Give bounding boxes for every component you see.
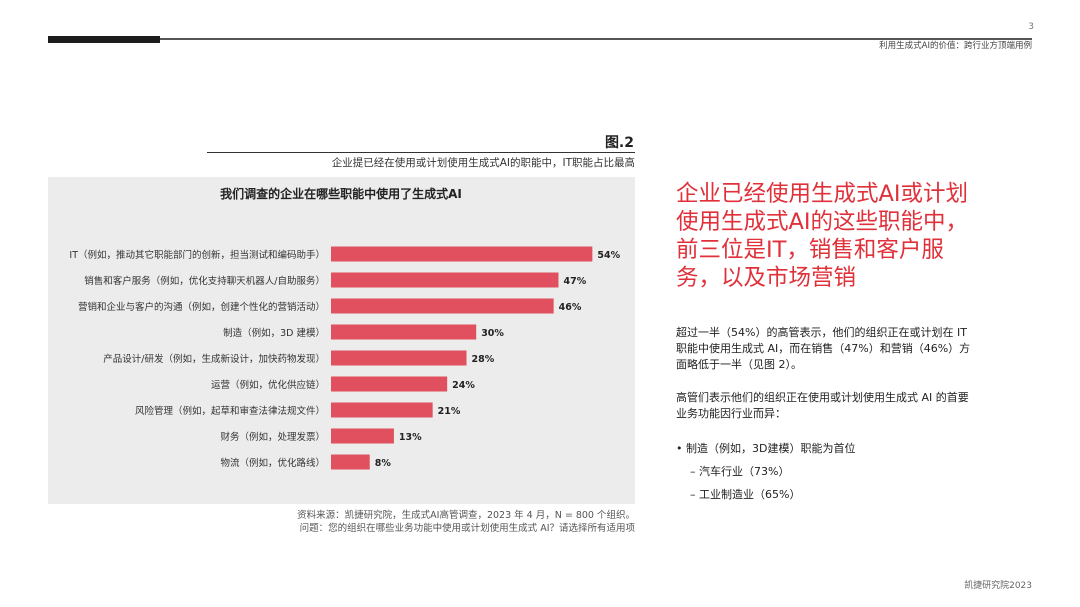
- data-label: 47%: [563, 276, 586, 287]
- data-label: 54%: [597, 250, 620, 261]
- figure-label: 图.2: [604, 135, 634, 151]
- bar: [331, 324, 477, 340]
- data-label: 28%: [472, 354, 495, 365]
- bar: [331, 246, 593, 262]
- sidebar-headline: 企业已经使用生成式AI或计划使用生成式AI的这些职能中，前三位是IT，销售和客户…: [676, 181, 969, 291]
- data-label: 21%: [438, 406, 461, 417]
- category-label: 风险管理（例如，起草和审查法律法规文件）: [135, 405, 325, 417]
- category-label: 财务（例如，处理发票）: [220, 431, 325, 443]
- category-label: 物流（例如，优化路线）: [220, 457, 325, 469]
- chart-panel: 我们调查的企业在哪些职能中使用了生成式AI IT（例如，推动其它职能部门的创新，担…: [48, 177, 635, 504]
- header-subtitle: 利用生成式AI的价值：跨行业方顶端用例: [879, 41, 1032, 51]
- data-label: 13%: [399, 432, 422, 443]
- sidebar-sub-bullet-2: – 工业制造业（65%）: [690, 488, 801, 501]
- bar: [331, 350, 467, 366]
- figure-rule: [207, 152, 635, 153]
- data-label: 8%: [375, 458, 392, 469]
- data-label: 46%: [559, 302, 582, 313]
- bar: [331, 298, 554, 314]
- category-label: IT（例如，推动其它职能部门的创新，担当测试和编码助手）: [69, 249, 325, 261]
- question-note: 问题：您的组织在哪些业务功能中使用或计划使用生成式 AI？请选择所有适用项: [299, 523, 635, 534]
- bar: [331, 454, 370, 470]
- sidebar-bullet: • 制造（例如，3D建模）职能为首位: [676, 442, 856, 455]
- category-label: 产品设计/研发（例如，生成新设计，加快药物发现）: [103, 353, 325, 365]
- sidebar-paragraph-1: 超过一半（54%）的高管表示，他们的组织正在或计划在 IT 职能中使用生成式 A…: [676, 326, 971, 371]
- sidebar-paragraph-2: 高管们表示他们的组织正在使用或计划使用生成式 AI 的首要业务功能因行业而异：: [676, 391, 969, 420]
- header-rule: [160, 38, 1032, 40]
- data-label: 30%: [481, 328, 504, 339]
- category-label: 运营（例如，优化供应链）: [211, 379, 325, 391]
- bar: [331, 428, 394, 444]
- source-note: 资料来源：凯捷研究院，生成式AI高管调查，2023 年 4 月，N = 800 …: [297, 510, 635, 521]
- bar-chart: 我们调查的企业在哪些职能中使用了生成式AI IT（例如，推动其它职能部门的创新，担…: [69, 186, 621, 470]
- chart-title: 我们调查的企业在哪些职能中使用了生成式AI: [220, 186, 462, 201]
- category-label: 销售和客户服务（例如，优化支持聊天机器人/自助服务）: [84, 275, 325, 287]
- bar: [331, 376, 448, 392]
- bar: [331, 402, 433, 418]
- page-number: 3: [1028, 22, 1034, 32]
- figure-caption: 企业提已经在使用或计划使用生成式AI的职能中，IT职能占比最高: [331, 157, 635, 169]
- header-accent-bar: [48, 36, 160, 43]
- category-label: 营销和企业与客户的沟通（例如，创建个性化的营销活动）: [78, 301, 325, 313]
- category-label: 制造（例如，3D 建模）: [223, 327, 325, 339]
- footer-text: 凯捷研究院2023: [964, 581, 1032, 591]
- bar: [331, 272, 559, 288]
- data-label: 24%: [452, 380, 475, 391]
- sidebar-sub-bullet-1: – 汽车行业（73%）: [690, 465, 790, 478]
